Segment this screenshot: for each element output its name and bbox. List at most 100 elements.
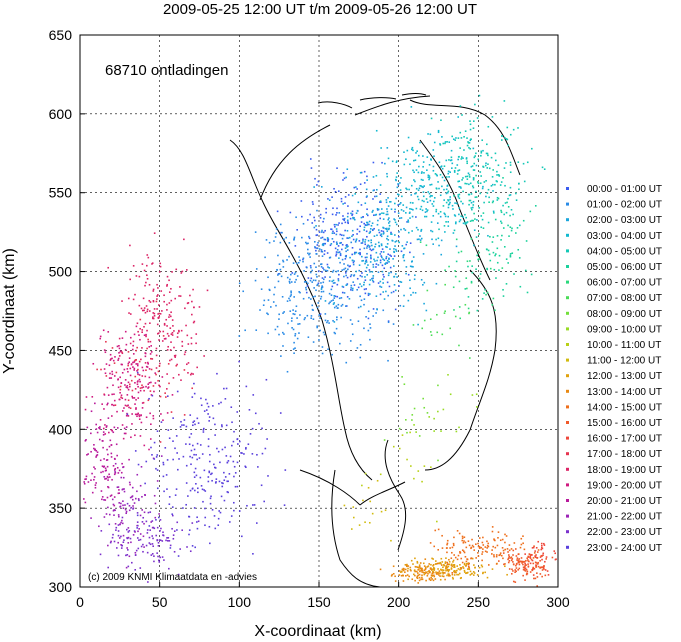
scatter-point	[541, 555, 543, 557]
scatter-point	[132, 505, 134, 507]
scatter-point	[342, 218, 344, 221]
scatter-point	[399, 202, 402, 204]
scatter-point	[322, 231, 325, 234]
scatter-point	[338, 297, 341, 300]
scatter-point	[507, 205, 510, 208]
scatter-point	[151, 553, 154, 555]
scatter-point	[429, 195, 431, 198]
scatter-point	[207, 476, 210, 478]
scatter-point	[125, 343, 128, 346]
scatter-point	[163, 559, 165, 561]
scatter-point	[144, 355, 147, 358]
scatter-point	[335, 253, 338, 256]
scatter-point	[481, 559, 483, 562]
scatter-point	[175, 268, 178, 271]
scatter-point	[455, 137, 457, 139]
scatter-point	[428, 192, 431, 195]
scatter-point	[150, 554, 153, 556]
scatter-point	[121, 516, 124, 519]
scatter-point	[360, 299, 363, 302]
x-tick-label: 100	[228, 594, 252, 610]
scatter-point	[321, 255, 324, 257]
scatter-point	[333, 302, 336, 304]
scatter-point	[507, 144, 510, 147]
scatter-point	[99, 553, 102, 556]
scatter-point	[183, 424, 185, 426]
scatter-point	[192, 288, 194, 291]
scatter-point	[452, 578, 454, 580]
scatter-point	[218, 510, 221, 512]
scatter-point	[178, 295, 180, 297]
scatter-point	[190, 342, 193, 345]
scatter-point	[328, 267, 331, 269]
scatter-point	[139, 533, 142, 535]
scatter-point	[428, 578, 431, 581]
scatter-point	[504, 563, 506, 565]
scatter-point	[366, 274, 369, 276]
scatter-point	[360, 221, 363, 223]
scatter-point	[265, 239, 268, 241]
scatter-point	[202, 431, 205, 433]
scatter-point	[255, 268, 258, 270]
legend-marker	[566, 327, 569, 331]
scatter-point	[359, 171, 362, 174]
scatter-point	[197, 422, 200, 424]
scatter-point	[176, 452, 178, 454]
scatter-point	[467, 565, 470, 568]
scatter-point	[105, 459, 108, 461]
scatter-point	[533, 577, 535, 580]
scatter-point	[465, 222, 468, 224]
scatter-point	[465, 560, 468, 563]
scatter-point	[131, 397, 134, 399]
scatter-point	[440, 568, 442, 571]
legend-marker	[566, 389, 569, 393]
scatter-point	[439, 143, 441, 145]
scatter-point	[445, 565, 447, 568]
scatter-point	[197, 520, 200, 523]
scatter-point	[448, 573, 450, 576]
scatter-point	[362, 238, 364, 241]
scatter-point	[414, 180, 416, 183]
scatter-point	[439, 215, 442, 218]
scatter-point	[368, 220, 371, 223]
scatter-point	[137, 385, 139, 388]
scatter-point	[102, 446, 104, 449]
scatter-point	[447, 172, 450, 175]
scatter-point	[108, 523, 111, 526]
scatter-point	[215, 478, 218, 480]
scatter-point	[364, 243, 367, 246]
scatter-point	[460, 568, 462, 570]
scatter-point	[214, 466, 216, 469]
scatter-point	[334, 295, 337, 298]
scatter-point	[351, 333, 354, 336]
scatter-point	[416, 195, 419, 198]
scatter-point	[543, 565, 545, 567]
scatter-point	[359, 295, 361, 298]
scatter-point	[474, 566, 476, 569]
scatter-point	[424, 572, 427, 575]
scatter-point	[200, 485, 203, 487]
scatter-point	[226, 480, 229, 483]
scatter-point	[146, 308, 149, 311]
scatter-point	[173, 354, 176, 357]
scatter-point	[454, 571, 456, 574]
scatter-point	[389, 254, 391, 257]
scatter-point	[324, 242, 327, 245]
scatter-point	[161, 310, 163, 312]
scatter-point	[137, 524, 139, 527]
scatter-point	[266, 312, 268, 315]
scatter-point	[516, 559, 518, 561]
scatter-point	[378, 231, 381, 234]
scatter-point	[452, 138, 455, 141]
scatter-point	[184, 351, 187, 353]
scatter-point	[431, 203, 434, 205]
scatter-point	[335, 251, 338, 253]
scatter-point	[117, 524, 120, 526]
scatter-point	[367, 244, 369, 247]
scatter-point	[492, 210, 495, 213]
scatter-point	[447, 563, 449, 566]
scatter-point	[472, 219, 474, 222]
scatter-point	[370, 256, 372, 258]
scatter-point	[339, 252, 342, 255]
scatter-point	[126, 553, 129, 556]
